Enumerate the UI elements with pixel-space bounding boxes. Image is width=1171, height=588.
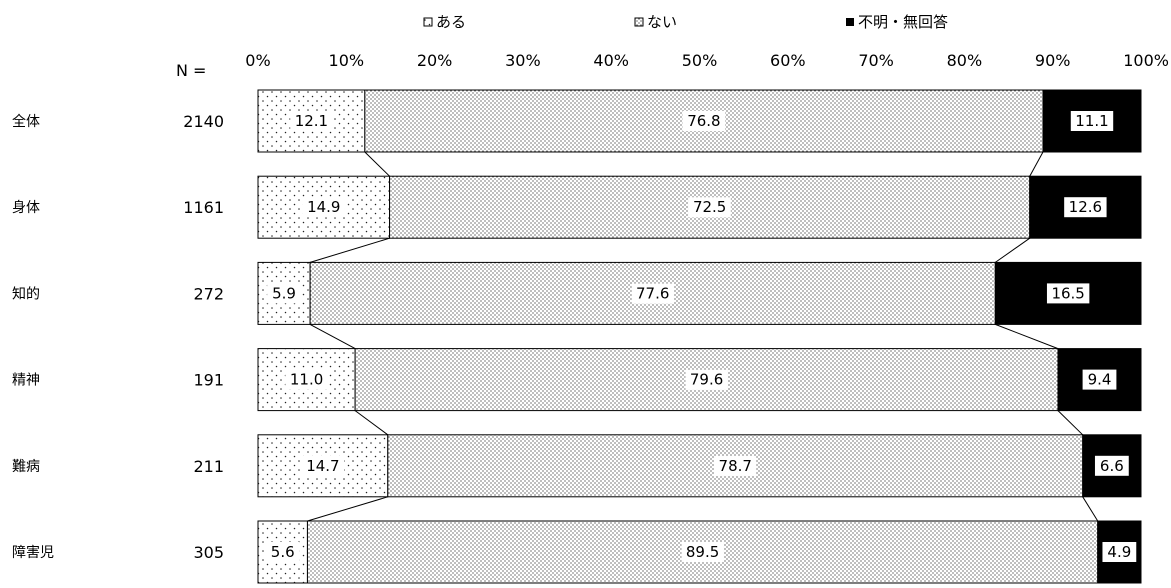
legend-label-aru: ある — [436, 13, 466, 31]
series-connector-line — [354, 410, 389, 436]
legend-swatch-aru — [423, 17, 433, 27]
n-value: 211 — [193, 457, 224, 476]
data-label: 89.5 — [686, 543, 719, 561]
data-label-background — [1082, 369, 1117, 390]
n-value: 191 — [193, 371, 224, 390]
data-label: 14.9 — [307, 198, 340, 216]
category-label: 知的 — [12, 285, 40, 302]
x-tick-label: 50% — [682, 51, 718, 70]
n-value: 305 — [193, 543, 224, 562]
data-label: 6.6 — [1100, 457, 1124, 475]
data-label: 16.5 — [1051, 284, 1084, 302]
x-tick-label: 100% — [1123, 51, 1169, 70]
x-tick-label: 30% — [505, 51, 541, 70]
x-tick-label: 80% — [947, 51, 983, 70]
data-label-background — [302, 197, 345, 218]
x-tick-label: 20% — [417, 51, 453, 70]
data-label-background — [265, 542, 300, 562]
data-label-background — [285, 369, 328, 390]
data-label: 12.6 — [1069, 198, 1102, 216]
n-header: N = — [176, 61, 206, 80]
row-labels: 全体 2140 身体 1161 知的 272 精神 191 難病 211 障害児 305 — [12, 112, 224, 562]
data-label: 11.1 — [1075, 112, 1108, 130]
data-label: 76.8 — [687, 112, 720, 130]
x-tick-label: 0% — [245, 51, 270, 70]
n-value: 2140 — [183, 112, 224, 131]
legend-label-unknown: 不明・無回答 — [858, 13, 948, 31]
data-label: 78.7 — [719, 457, 752, 475]
category-label: 精神 — [12, 373, 40, 389]
x-axis-ticks: 0% 10% 20% 30% 40% 50% 60% 70% 80% 90% 100% — [245, 51, 1169, 70]
x-tick-label: 40% — [593, 51, 629, 70]
data-label-background — [688, 197, 731, 218]
series-connector-line — [364, 151, 390, 177]
data-label: 9.4 — [1088, 371, 1112, 389]
data-label-background — [631, 283, 674, 304]
category-label: 難病 — [12, 459, 40, 475]
legend-item-nai: ない — [634, 13, 677, 31]
n-value: 272 — [193, 284, 224, 303]
legend: ある ない 不明・無回答 — [423, 13, 948, 31]
legend-item-unknown: 不明・無回答 — [846, 13, 948, 31]
data-label: 11.0 — [290, 371, 323, 389]
data-label: 5.9 — [272, 284, 296, 302]
data-label-background — [685, 369, 728, 390]
data-label: 12.1 — [295, 112, 328, 130]
data-label-background — [301, 455, 345, 476]
data-label: 4.9 — [1107, 543, 1131, 561]
series-connector-line — [995, 323, 1059, 350]
data-label: 77.6 — [636, 284, 669, 302]
series-connector-line — [1082, 496, 1099, 522]
data-label: 14.7 — [306, 457, 339, 475]
legend-item-aru: ある — [423, 13, 466, 31]
series-lines — [307, 151, 1099, 522]
data-label-background — [1102, 542, 1137, 562]
data-label-background — [681, 542, 724, 562]
data-label-background — [1070, 111, 1114, 131]
data-label-background — [682, 111, 726, 131]
category-label: 障害児 — [12, 545, 54, 561]
series-connector-line — [309, 237, 390, 263]
legend-label-nai: ない — [647, 13, 677, 31]
data-label-background — [290, 111, 333, 131]
data-label-background — [267, 283, 301, 304]
bars — [257, 89, 1142, 584]
data-labels: 12.1 76.8 11.1 14.9 72.5 12.6 5.9 77.6 16.5 11.0 7… — [265, 111, 1137, 562]
series-connector-line — [1057, 410, 1084, 436]
data-label: 72.5 — [693, 198, 726, 216]
series-connector-line — [309, 323, 356, 350]
data-label: 79.6 — [690, 371, 723, 389]
x-tick-label: 60% — [770, 51, 806, 70]
data-label-background — [1064, 197, 1107, 218]
data-label-background — [1094, 455, 1129, 476]
series-connector-line — [307, 496, 388, 522]
category-label: 全体 — [12, 113, 40, 130]
data-label-background — [714, 455, 757, 476]
data-label: 5.6 — [271, 543, 295, 561]
series-connector-line — [995, 237, 1031, 263]
n-value: 1161 — [183, 198, 224, 217]
legend-swatch-nai — [634, 17, 644, 27]
x-tick-label: 10% — [329, 51, 365, 70]
series-connector-line — [1029, 151, 1044, 177]
x-tick-label: 70% — [858, 51, 894, 70]
x-tick-label: 90% — [1035, 51, 1071, 70]
legend-swatch-unknown — [846, 18, 854, 26]
data-label-background — [1046, 283, 1090, 304]
category-label: 身体 — [12, 200, 40, 216]
